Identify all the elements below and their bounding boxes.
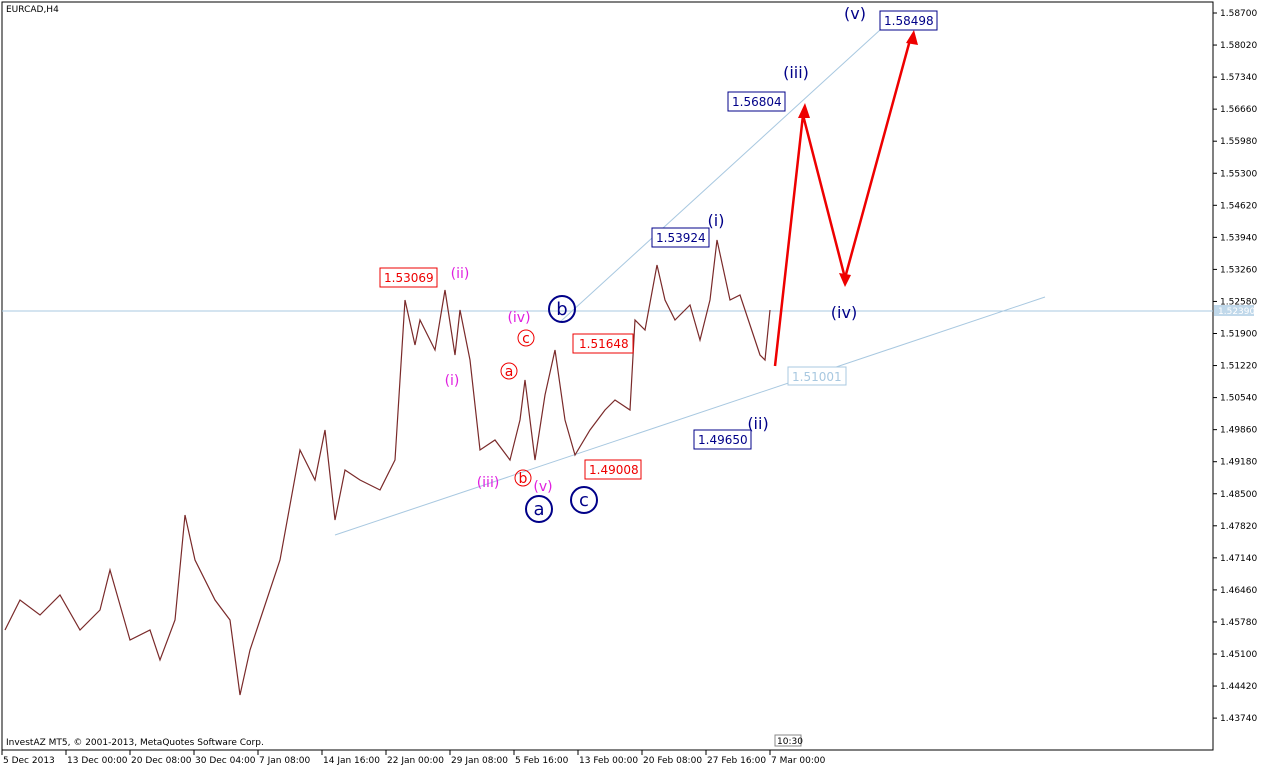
current-price-bg bbox=[1214, 305, 1254, 316]
time-tick-label: 20 Feb 08:00 bbox=[643, 756, 702, 766]
arrow-head bbox=[798, 103, 810, 118]
period-button-label[interactable]: 10:30 bbox=[777, 737, 803, 747]
time-tick-label: 7 Jan 08:00 bbox=[259, 756, 311, 766]
wave-circle bbox=[548, 295, 576, 323]
price-tick-label: 1.51900 bbox=[1220, 330, 1257, 340]
price-tick-label: 1.58020 bbox=[1220, 41, 1257, 51]
wave-label: c bbox=[579, 490, 589, 511]
wave-label: (iii) bbox=[783, 63, 809, 82]
price-tick-label: 1.53940 bbox=[1220, 233, 1257, 243]
wave-label: a bbox=[505, 364, 514, 380]
time-tick-label: 5 Dec 2013 bbox=[3, 756, 55, 766]
price-box-label: 1.58498 bbox=[884, 14, 934, 28]
time-tick-label: 7 Mar 00:00 bbox=[771, 756, 826, 766]
price-tick-label: 1.47140 bbox=[1220, 554, 1257, 564]
plot-frame bbox=[1, 1, 1214, 751]
price-box-label: 1.51001 bbox=[792, 370, 842, 384]
wave-circle bbox=[517, 329, 535, 347]
wave-label: (i) bbox=[708, 211, 725, 230]
price-box-label: 1.53924 bbox=[656, 231, 706, 245]
price-tick-label: 1.46460 bbox=[1220, 586, 1257, 596]
time-tick-label: 20 Dec 08:00 bbox=[131, 756, 192, 766]
wave-label: (iv) bbox=[831, 303, 857, 322]
price-box bbox=[727, 91, 786, 112]
wave-circle bbox=[500, 362, 518, 380]
price-tick-label: 1.56660 bbox=[1220, 105, 1257, 115]
wave-circle bbox=[525, 495, 553, 523]
time-tick-label: 13 Feb 00:00 bbox=[579, 756, 638, 766]
price-tick-label: 1.49180 bbox=[1220, 458, 1257, 468]
price-tick-label: 1.52580 bbox=[1220, 297, 1257, 307]
wave-label: b bbox=[556, 299, 567, 320]
projection-path bbox=[773, 39, 912, 367]
price-box bbox=[693, 429, 752, 450]
price-box-label: 1.56804 bbox=[732, 95, 782, 109]
price-tick-label: 1.50540 bbox=[1220, 394, 1257, 404]
price-tick-label: 1.45100 bbox=[1220, 650, 1257, 660]
wave-label: (ii) bbox=[747, 414, 768, 433]
wave-label: (i) bbox=[445, 373, 460, 389]
price-box bbox=[379, 267, 438, 288]
price-tick-label: 1.44420 bbox=[1220, 682, 1257, 692]
time-tick-label: 29 Jan 08:00 bbox=[451, 756, 508, 766]
upper-trendline bbox=[559, 29, 881, 323]
price-box bbox=[787, 366, 847, 386]
time-tick-label: 13 Dec 00:00 bbox=[67, 756, 128, 766]
wave-label: a bbox=[533, 499, 544, 520]
price-tick-label: 1.55980 bbox=[1220, 137, 1257, 147]
wave-label: (v) bbox=[533, 479, 552, 495]
wave-label: (iii) bbox=[477, 475, 500, 491]
time-tick-label: 14 Jan 16:00 bbox=[323, 756, 380, 766]
price-tick-label: 1.57340 bbox=[1220, 73, 1257, 83]
price-tick-label: 1.55300 bbox=[1220, 169, 1257, 179]
price-tick-label: 1.45780 bbox=[1220, 618, 1257, 628]
copyright: InvestAZ MT5, © 2001-2013, MetaQuotes So… bbox=[6, 738, 264, 748]
wave-label: (iv) bbox=[507, 310, 530, 326]
price-path bbox=[4, 239, 771, 696]
symbol: EURCAD,H4 bbox=[6, 5, 59, 15]
price-tick-label: 1.53260 bbox=[1220, 265, 1257, 275]
price-tick-label: 1.47820 bbox=[1220, 522, 1257, 532]
time-tick-label: 22 Jan 00:00 bbox=[387, 756, 444, 766]
time-tick-label: 5 Feb 16:00 bbox=[515, 756, 569, 766]
lower-trendline bbox=[334, 296, 1046, 536]
wave-label: b bbox=[519, 471, 528, 487]
time-axis: 5 Dec 2013 13 Dec 00:00 20 Dec 08:00 30 Dec… bbox=[1, 750, 826, 766]
price-box-label: 1.51648 bbox=[579, 337, 629, 351]
arrow-head bbox=[906, 30, 918, 45]
price-box-label: 1.49008 bbox=[589, 463, 639, 477]
price-tick-label: 1.48500 bbox=[1220, 490, 1257, 500]
time-tick-label: 27 Feb 16:00 bbox=[707, 756, 766, 766]
wave-circle bbox=[514, 469, 532, 487]
period-button[interactable] bbox=[774, 734, 802, 747]
price-axis: 1.58700 1.58020 1.57340 1.56660 1.55980 1.553… bbox=[1213, 9, 1257, 724]
arrow-head bbox=[839, 273, 851, 287]
price-tick-label: 1.49860 bbox=[1220, 426, 1257, 436]
price-box-label: 1.49650 bbox=[698, 433, 748, 447]
time-tick-label: 30 Dec 04:00 bbox=[195, 756, 256, 766]
wave-label: c bbox=[522, 331, 530, 347]
price-box-label: 1.53069 bbox=[384, 271, 434, 285]
price-tick-label: 1.54620 bbox=[1220, 201, 1257, 211]
price-tick-label: 1.43740 bbox=[1220, 714, 1257, 724]
price-box bbox=[584, 459, 642, 480]
current-price: 1.52390 bbox=[1218, 307, 1255, 317]
price-box bbox=[572, 333, 634, 354]
price-tick-label: 1.51220 bbox=[1220, 362, 1257, 372]
price-box bbox=[879, 10, 938, 31]
wave-label: (ii) bbox=[451, 266, 470, 282]
price-box bbox=[651, 227, 710, 248]
wave-circle bbox=[570, 486, 598, 514]
wave-label: (v) bbox=[844, 4, 866, 23]
price-tick-label: 1.58700 bbox=[1220, 9, 1257, 19]
